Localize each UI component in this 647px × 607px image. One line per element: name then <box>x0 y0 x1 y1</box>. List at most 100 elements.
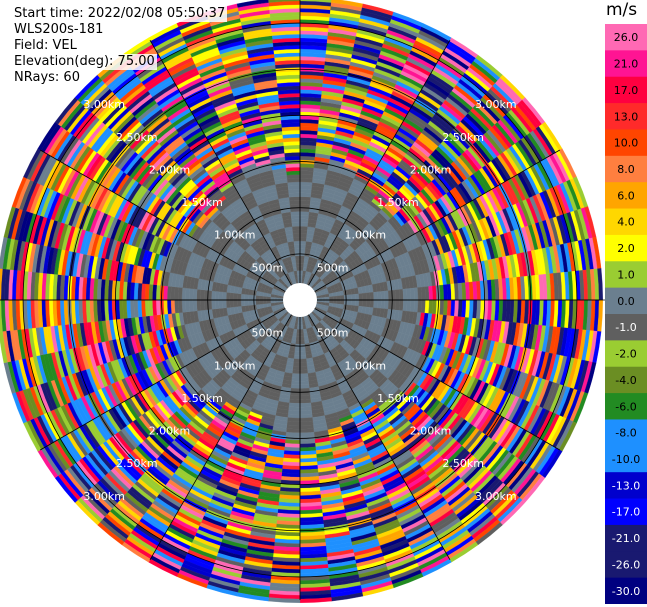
velocity-cell <box>262 295 268 301</box>
velocity-cell <box>287 185 301 191</box>
velocity-cell <box>296 266 301 271</box>
colorbar-tick-label: 13.0 <box>614 110 639 123</box>
velocity-cell <box>174 299 179 314</box>
velocity-cell <box>299 181 313 187</box>
velocity-cell <box>329 299 334 304</box>
range-ring-label: 2.00km <box>410 425 452 438</box>
velocity-cell <box>299 402 312 408</box>
velocity-cell <box>293 354 301 360</box>
velocity-cell <box>233 292 238 301</box>
velocity-cell <box>287 181 301 187</box>
velocity-cell <box>303 332 308 337</box>
range-ring-label: 500m <box>252 261 284 274</box>
velocity-cell <box>293 358 301 363</box>
velocity-cell <box>295 336 301 341</box>
velocity-cell <box>266 299 271 304</box>
velocity-cell <box>299 336 305 341</box>
velocity-cell <box>409 299 415 313</box>
velocity-cell <box>292 362 301 367</box>
velocity-cell <box>294 347 301 352</box>
velocity-cell <box>365 292 371 301</box>
velocity-cell <box>222 291 227 301</box>
colorbar-tick-label: 17.0 <box>614 84 639 97</box>
velocity-cell <box>292 233 301 238</box>
velocity-cell <box>413 299 419 313</box>
velocity-cell <box>417 299 422 313</box>
velocity-cell <box>292 229 301 235</box>
velocity-cell <box>299 211 310 216</box>
velocity-cell <box>200 299 205 311</box>
range-ring-label: 2.50km <box>116 131 158 144</box>
velocity-cell <box>417 287 422 301</box>
range-ring-label: 1.50km <box>181 392 223 405</box>
velocity-cell <box>299 354 307 360</box>
velocity-cell <box>181 287 187 301</box>
velocity-cell <box>299 332 305 338</box>
velocity-cell <box>292 365 301 371</box>
velocity-cell <box>299 214 310 220</box>
velocity-cell <box>288 402 301 408</box>
velocity-cell <box>299 398 311 404</box>
velocity-cell <box>384 299 389 310</box>
velocity-cell <box>295 259 301 264</box>
velocity-cell <box>289 395 301 400</box>
velocity-cell <box>351 294 356 301</box>
velocity-cell <box>299 229 308 235</box>
velocity-cell <box>259 295 264 301</box>
range-ring-label: 500m <box>252 327 284 340</box>
velocity-cell <box>299 369 308 374</box>
velocity-cell <box>328 292 334 298</box>
velocity-cell <box>413 287 419 301</box>
velocity-cell <box>214 290 220 301</box>
velocity-cell <box>174 286 179 301</box>
velocity-cell <box>299 321 303 326</box>
velocity-cell <box>178 299 183 313</box>
velocity-cell <box>200 289 205 301</box>
velocity-cell <box>295 332 301 338</box>
velocity-cell <box>299 196 311 202</box>
colorbar-tick-label: 6.0 <box>617 189 635 202</box>
velocity-cell <box>299 395 311 400</box>
velocity-cell <box>302 325 307 330</box>
velocity-cell <box>299 255 305 260</box>
velocity-cell <box>266 296 271 301</box>
velocity-cell <box>398 299 404 311</box>
range-ring-label: 1.50km <box>377 392 419 405</box>
start-time-label: Start time: 2022/02/08 05:50:37 <box>12 6 228 22</box>
velocity-cell <box>233 299 238 308</box>
velocity-cell <box>406 299 411 312</box>
ppi-plot: 500m1.00km1.50km2.00km2.50km3.00km500m1.… <box>0 0 605 603</box>
range-ring-label: 1.00km <box>344 359 386 372</box>
velocity-cell <box>288 189 301 194</box>
colorbar-tick-label: 8.0 <box>617 163 635 176</box>
velocity-cell <box>332 295 338 301</box>
velocity-cell <box>299 376 309 382</box>
velocity-cell <box>354 293 360 301</box>
range-ring-label: 1.00km <box>344 229 386 242</box>
velocity-cell <box>329 296 334 301</box>
colorbar-tick-label: 26.0 <box>614 31 639 44</box>
velocity-cell <box>351 299 356 306</box>
velocity-cell <box>293 270 298 275</box>
velocity-cell <box>218 299 224 309</box>
velocity-cell <box>290 214 301 220</box>
velocity-cell <box>299 237 307 242</box>
velocity-cell <box>299 406 312 411</box>
velocity-cell <box>214 299 220 310</box>
velocity-cell <box>290 380 301 386</box>
velocity-cell <box>409 287 415 301</box>
velocity-cell <box>299 347 306 352</box>
velocity-cell <box>402 299 408 312</box>
velocity-cell <box>294 351 301 356</box>
velocity-cell <box>178 287 183 301</box>
instrument-label: WLS200s-181 <box>12 22 106 38</box>
velocity-cell <box>226 292 231 301</box>
velocity-cell <box>299 384 310 389</box>
velocity-cell <box>289 196 301 202</box>
velocity-cell <box>362 292 367 301</box>
velocity-cell <box>244 299 249 306</box>
velocity-cell <box>291 376 301 382</box>
colorbar-tick-label: 1.0 <box>617 268 635 281</box>
velocity-cell <box>291 373 301 378</box>
velocity-cell <box>295 262 301 268</box>
